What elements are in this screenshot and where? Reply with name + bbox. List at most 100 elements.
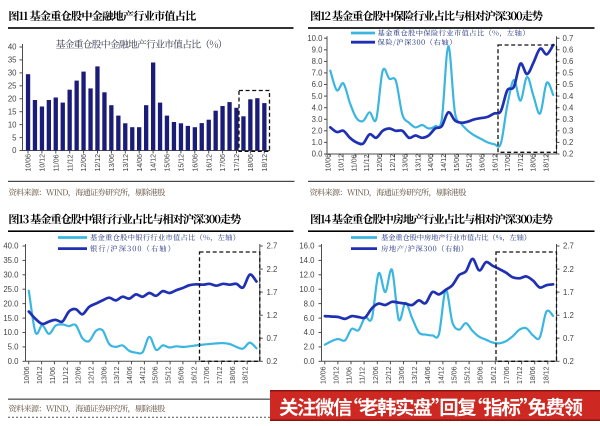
svg-text:0.3: 0.3 — [563, 127, 574, 136]
svg-text:0: 0 — [12, 146, 17, 155]
svg-text:13/12: 13/12 — [114, 366, 121, 384]
svg-text:10.0: 10.0 — [307, 34, 323, 43]
svg-text:18/06: 18/06 — [248, 154, 255, 172]
svg-text:5.0: 5.0 — [312, 92, 324, 101]
svg-text:18/12: 18/12 — [243, 366, 250, 384]
svg-text:16/12: 16/12 — [191, 366, 198, 384]
svg-text:0.2: 0.2 — [267, 357, 278, 366]
svg-text:0.2: 0.2 — [563, 357, 574, 366]
svg-text:12/06: 12/06 — [377, 154, 384, 172]
svg-text:20.0: 20.0 — [3, 299, 19, 308]
svg-text:25.0: 25.0 — [3, 285, 19, 294]
svg-text:13/06: 13/06 — [399, 366, 406, 384]
svg-text:10/06: 10/06 — [326, 154, 333, 172]
svg-text:0.4: 0.4 — [563, 103, 575, 112]
svg-text:5.0: 5.0 — [8, 343, 20, 352]
svg-text:15.0: 15.0 — [3, 314, 19, 323]
svg-text:0.7: 0.7 — [267, 334, 278, 343]
svg-text:11/12: 11/12 — [364, 154, 371, 171]
svg-text:14/06: 14/06 — [137, 154, 144, 172]
svg-text:10/12: 10/12 — [40, 154, 47, 172]
svg-text:16/06: 16/06 — [480, 154, 487, 172]
svg-text:8.0: 8.0 — [304, 299, 316, 308]
svg-text:12/06: 12/06 — [76, 366, 83, 384]
svg-text:35: 35 — [8, 56, 17, 65]
svg-text:0.5: 0.5 — [563, 80, 575, 89]
svg-text:13/12: 13/12 — [412, 366, 419, 384]
svg-text:16/06: 16/06 — [178, 366, 185, 384]
svg-text:4.0: 4.0 — [312, 103, 324, 112]
svg-text:11/06: 11/06 — [50, 367, 57, 384]
svg-text:17/12: 17/12 — [517, 366, 524, 384]
svg-text:14/12: 14/12 — [438, 366, 445, 384]
svg-text:15/12: 15/12 — [179, 154, 186, 172]
svg-text:10/06: 10/06 — [24, 366, 31, 384]
svg-text:10: 10 — [8, 120, 17, 129]
svg-text:1.2: 1.2 — [267, 311, 278, 320]
svg-text:15/12: 15/12 — [467, 154, 474, 172]
svg-text:11/12: 11/12 — [67, 154, 74, 171]
svg-text:30.0: 30.0 — [3, 271, 19, 280]
svg-text:0.6: 0.6 — [563, 46, 574, 55]
svg-text:17/12: 17/12 — [217, 366, 224, 384]
svg-text:0.0: 0.0 — [304, 357, 316, 366]
svg-text:11/06: 11/06 — [53, 154, 60, 171]
svg-text:16/06: 16/06 — [192, 154, 199, 172]
svg-text:8.0: 8.0 — [312, 57, 324, 66]
svg-text:14/06: 14/06 — [127, 366, 134, 384]
svg-text:13/12: 13/12 — [415, 154, 422, 172]
svg-text:0.0: 0.0 — [8, 357, 20, 366]
svg-text:0.4: 0.4 — [563, 92, 575, 101]
svg-text:17/12: 17/12 — [518, 154, 525, 172]
svg-text:13/06: 13/06 — [403, 154, 410, 172]
svg-text:13/06: 13/06 — [101, 366, 108, 384]
svg-text:12.0: 12.0 — [299, 271, 315, 280]
svg-text:11/06: 11/06 — [351, 154, 358, 171]
svg-text:16/06: 16/06 — [478, 366, 485, 384]
svg-text:12/12: 12/12 — [95, 154, 102, 172]
svg-text:17/06: 17/06 — [204, 366, 211, 384]
svg-text:18/12: 18/12 — [544, 154, 551, 172]
svg-text:6.0: 6.0 — [304, 314, 316, 323]
svg-text:7.0: 7.0 — [312, 69, 324, 78]
svg-text:2.0: 2.0 — [304, 343, 316, 352]
svg-text:15/06: 15/06 — [153, 366, 160, 384]
svg-text:16/12: 16/12 — [206, 154, 213, 172]
svg-text:15/12: 15/12 — [465, 366, 472, 384]
svg-text:2.2: 2.2 — [267, 265, 278, 274]
svg-text:18/12: 18/12 — [543, 366, 550, 384]
svg-text:0.2: 0.2 — [563, 138, 574, 147]
svg-text:25: 25 — [8, 82, 17, 91]
svg-text:17/12: 17/12 — [234, 154, 241, 172]
svg-text:11/12: 11/12 — [63, 367, 70, 384]
svg-text:30: 30 — [8, 69, 17, 78]
svg-text:14/06: 14/06 — [425, 366, 432, 384]
svg-text:5: 5 — [12, 133, 17, 142]
svg-text:13/12: 13/12 — [123, 154, 130, 172]
svg-text:40: 40 — [8, 43, 17, 52]
svg-text:1.7: 1.7 — [267, 288, 278, 297]
svg-text:10.0: 10.0 — [299, 285, 315, 294]
svg-text:14/06: 14/06 — [428, 154, 435, 172]
svg-text:20: 20 — [8, 95, 17, 104]
svg-text:18/06: 18/06 — [230, 366, 237, 384]
svg-text:17/06: 17/06 — [220, 154, 227, 172]
svg-text:2.7: 2.7 — [267, 242, 278, 251]
svg-text:0.2: 0.2 — [563, 150, 574, 159]
svg-text:17/06: 17/06 — [505, 154, 512, 172]
svg-text:4.0: 4.0 — [304, 328, 316, 337]
svg-text:1.7: 1.7 — [563, 288, 574, 297]
svg-text:15/06: 15/06 — [454, 154, 461, 172]
svg-text:14/12: 14/12 — [140, 366, 147, 384]
svg-text:9.0: 9.0 — [312, 46, 324, 55]
svg-text:40.0: 40.0 — [3, 242, 19, 251]
svg-text:15/12: 15/12 — [166, 366, 173, 384]
svg-text:11/06: 11/06 — [347, 367, 354, 384]
svg-text:10/12: 10/12 — [37, 366, 44, 384]
svg-text:12/12: 12/12 — [386, 366, 393, 384]
svg-text:1.0: 1.0 — [312, 138, 324, 147]
svg-text:14/12: 14/12 — [151, 154, 158, 172]
svg-text:12/12: 12/12 — [390, 154, 397, 172]
svg-text:2.0: 2.0 — [312, 127, 324, 136]
svg-text:18/12: 18/12 — [262, 154, 269, 172]
